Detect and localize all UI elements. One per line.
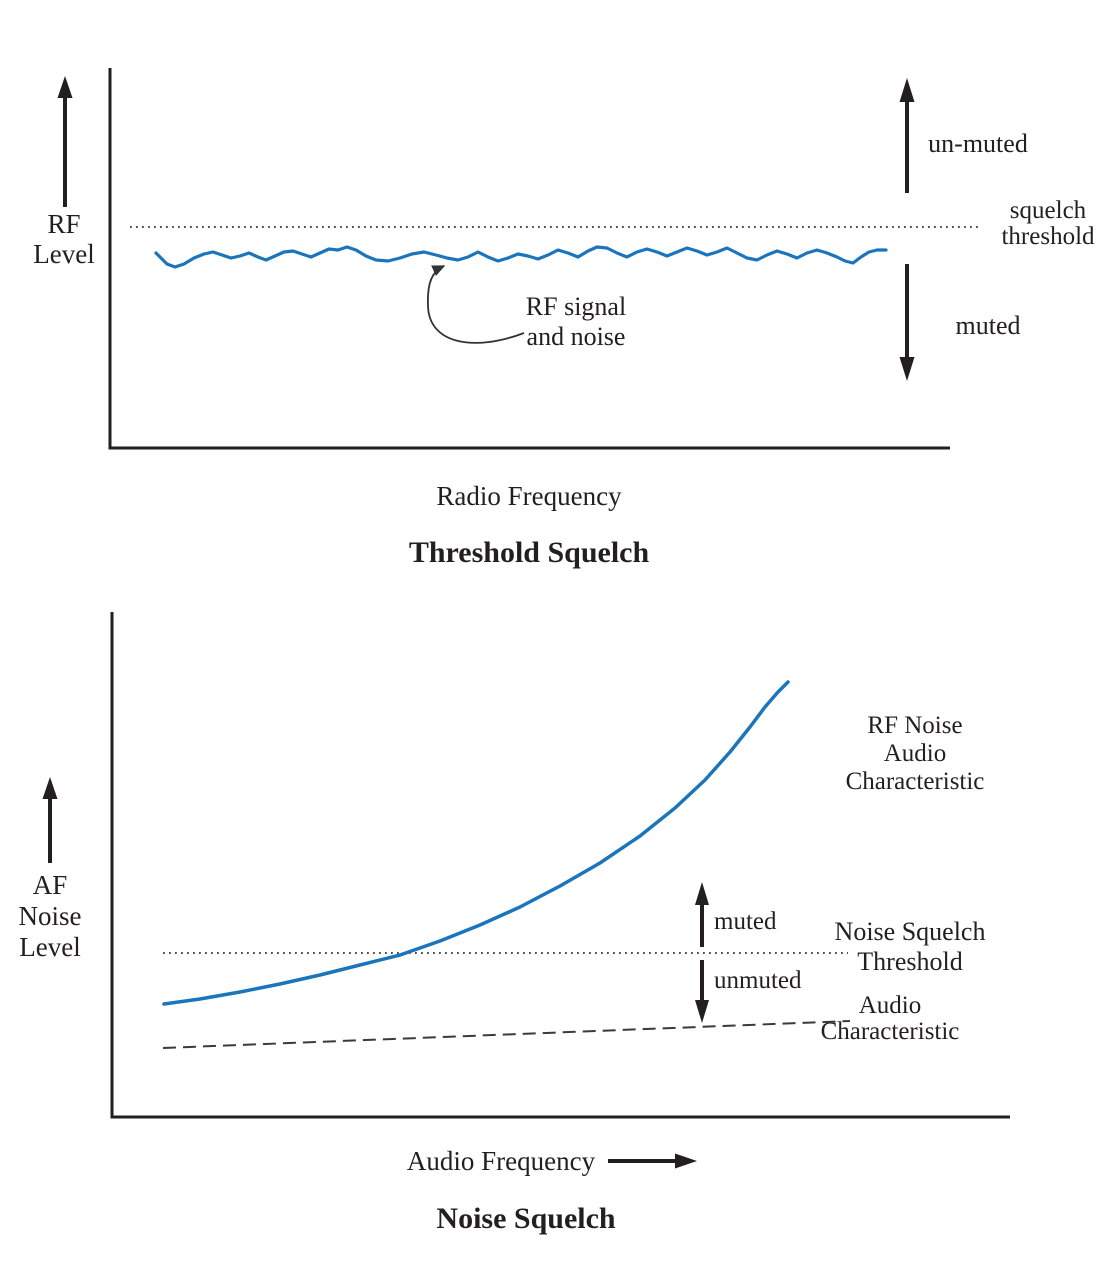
rf-signal-pointer-arrow: [427, 265, 525, 344]
threshold-squelch-plot: [57, 68, 980, 450]
audio-frequency-axis-label: Audio Frequency: [406, 1146, 596, 1176]
af-noise-level-axis-label: AF Noise Level: [18, 870, 82, 962]
bottom-muted-arrow-head: [695, 882, 709, 905]
muted-label: muted: [955, 311, 1021, 340]
audio-characteristic-line: [162, 1020, 851, 1049]
rf-signal-noise-wave: [154, 245, 888, 269]
rf-signal-noise-label: RF signal and noise: [525, 292, 627, 351]
rf-level-axis-label: RF Level: [33, 209, 95, 269]
rf-level-arrow-head: [57, 76, 73, 98]
audio-characteristic-label: Audio Characteristic: [820, 992, 960, 1045]
af-level-arrow-head: [42, 777, 58, 799]
muted-arrow-head: [899, 357, 915, 381]
threshold-squelch-title: Threshold Squelch: [408, 536, 650, 569]
noise-squelch-threshold-label: Noise Squelch Threshold: [834, 917, 986, 976]
bottom-unmuted-arrow-head: [695, 1000, 709, 1023]
radio-frequency-axis-label: Radio Frequency: [436, 481, 622, 511]
rf-noise-curve: [162, 680, 790, 1006]
noise-squelch-title: Noise Squelch: [436, 1202, 616, 1235]
noise-squelch-plot: [42, 612, 1010, 1169]
squelch-threshold-label: squelch threshold: [1001, 197, 1095, 250]
bottom-muted-label: muted: [714, 908, 777, 935]
rf-noise-characteristic-label: RF Noise Audio Characteristic: [845, 712, 985, 795]
unmuted-label: un-muted: [928, 129, 1028, 158]
unmuted-arrow-head: [899, 78, 915, 102]
audio-frequency-arrow-head: [675, 1153, 697, 1169]
bottom-unmuted-label: unmuted: [714, 967, 802, 994]
